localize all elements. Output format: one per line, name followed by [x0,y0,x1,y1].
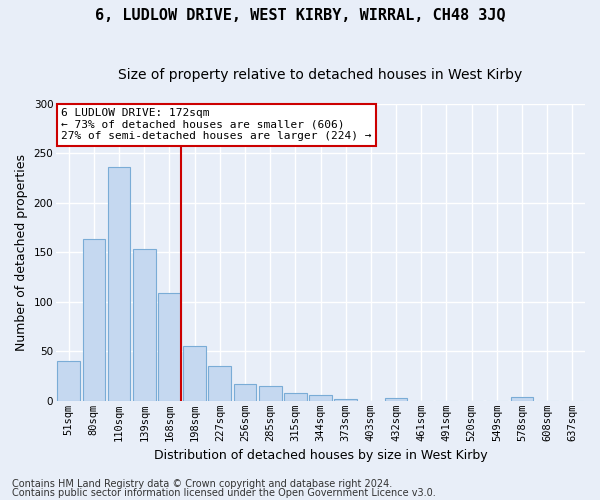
Bar [259,386,281,401]
Y-axis label: Number of detached properties: Number of detached properties [15,154,28,350]
Bar [158,293,181,401]
Bar [385,398,407,401]
Bar [58,361,80,401]
Bar [284,393,307,401]
Bar [233,384,256,401]
Bar [208,366,231,401]
X-axis label: Distribution of detached houses by size in West Kirby: Distribution of detached houses by size … [154,450,487,462]
Bar [133,249,155,401]
Text: Contains public sector information licensed under the Open Government Licence v3: Contains public sector information licen… [12,488,436,498]
Bar [511,397,533,401]
Bar [108,167,130,401]
Bar [183,346,206,401]
Title: Size of property relative to detached houses in West Kirby: Size of property relative to detached ho… [118,68,523,82]
Bar [309,395,332,401]
Text: 6, LUDLOW DRIVE, WEST KIRBY, WIRRAL, CH48 3JQ: 6, LUDLOW DRIVE, WEST KIRBY, WIRRAL, CH4… [95,8,505,22]
Bar [83,240,105,401]
Text: 6 LUDLOW DRIVE: 172sqm
← 73% of detached houses are smaller (606)
27% of semi-de: 6 LUDLOW DRIVE: 172sqm ← 73% of detached… [61,108,372,141]
Bar [334,399,357,401]
Text: Contains HM Land Registry data © Crown copyright and database right 2024.: Contains HM Land Registry data © Crown c… [12,479,392,489]
